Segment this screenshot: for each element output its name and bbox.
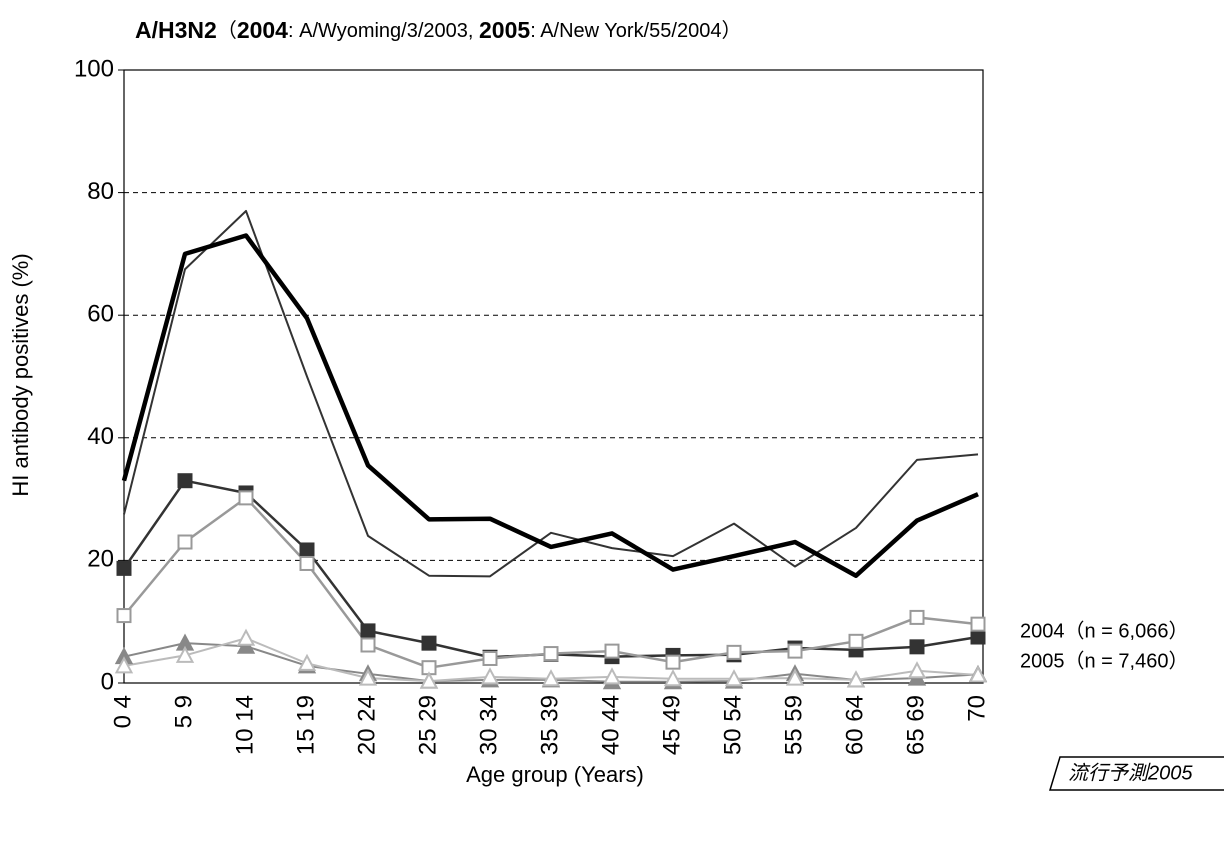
stamp: 流行予測2005 bbox=[1068, 762, 1193, 784]
marker bbox=[175, 645, 195, 663]
marker bbox=[909, 639, 925, 655]
marker bbox=[480, 667, 500, 685]
plot-area bbox=[123, 69, 984, 684]
marker bbox=[970, 616, 986, 632]
marker bbox=[177, 473, 193, 489]
y-axis-label: HI antibody positives (%) bbox=[8, 253, 33, 496]
chart-title: A/H3N2（2004: A/Wyoming/3/2003, 2005: A/N… bbox=[135, 17, 741, 43]
marker bbox=[116, 608, 132, 624]
y-tick-label: 20 bbox=[87, 546, 114, 573]
marker bbox=[846, 670, 866, 688]
x-tick-label: 65 69 bbox=[902, 695, 929, 755]
y-tick-label: 0 bbox=[101, 668, 114, 695]
title-part: 2004 bbox=[237, 17, 288, 43]
marker bbox=[848, 633, 864, 649]
marker bbox=[909, 609, 925, 625]
x-tick-label: 60 64 bbox=[841, 695, 868, 755]
title-part: A/H3N2 bbox=[135, 17, 217, 43]
marker bbox=[238, 490, 254, 506]
series-line bbox=[121, 233, 979, 578]
x-tick-label: 15 19 bbox=[292, 695, 319, 755]
x-tick-label: 50 54 bbox=[719, 695, 746, 755]
marker bbox=[116, 560, 132, 576]
marker bbox=[360, 623, 376, 639]
annotation: 2004（n = 6,066） bbox=[1020, 619, 1188, 642]
x-tick-label: 25 29 bbox=[414, 695, 441, 755]
marker bbox=[604, 643, 620, 659]
marker bbox=[543, 646, 559, 662]
marker bbox=[114, 656, 134, 674]
title-part: 2005 bbox=[479, 17, 530, 43]
marker bbox=[665, 654, 681, 670]
marker bbox=[785, 668, 805, 686]
marker bbox=[358, 668, 378, 686]
marker bbox=[177, 534, 193, 550]
marker bbox=[299, 555, 315, 571]
title-part: : A/New York/55/2004 bbox=[530, 20, 721, 42]
marker bbox=[724, 669, 744, 687]
marker bbox=[663, 669, 683, 687]
marker bbox=[602, 667, 622, 685]
x-tick-label: 5 9 bbox=[170, 695, 197, 728]
y-tick-label: 40 bbox=[87, 423, 114, 450]
x-tick-label: 55 59 bbox=[780, 695, 807, 755]
y-tick-label: 60 bbox=[87, 301, 114, 328]
marker bbox=[968, 665, 988, 683]
stamp-frame bbox=[1048, 756, 1224, 791]
series-line bbox=[123, 209, 979, 578]
marker bbox=[541, 669, 561, 687]
marker bbox=[236, 628, 256, 646]
title-part: : A/Wyoming/3/2003, bbox=[288, 20, 479, 42]
x-tick-label: 35 39 bbox=[536, 695, 563, 755]
x-tick-label: 70 bbox=[963, 695, 990, 722]
marker bbox=[421, 635, 437, 651]
marker bbox=[297, 653, 317, 671]
x-tick-label: 20 24 bbox=[353, 695, 380, 755]
title-part: ） bbox=[721, 19, 741, 42]
marker bbox=[482, 650, 498, 666]
marker bbox=[970, 629, 986, 645]
x-tick-label: 10 14 bbox=[231, 695, 258, 755]
x-axis-label: Age group (Years) bbox=[466, 762, 644, 787]
marker bbox=[360, 637, 376, 653]
y-tick-label: 100 bbox=[74, 55, 114, 82]
marker bbox=[726, 644, 742, 660]
x-tick-label: 30 34 bbox=[475, 695, 502, 755]
x-tick-label: 40 44 bbox=[597, 695, 624, 755]
y-tick-label: 80 bbox=[87, 178, 114, 205]
marker bbox=[907, 661, 927, 679]
marker bbox=[419, 671, 439, 689]
title-part: （ bbox=[217, 19, 237, 42]
x-tick-label: 45 49 bbox=[658, 695, 685, 755]
annotation: 2005（n = 7,460） bbox=[1020, 649, 1188, 672]
x-tick-label: 0 4 bbox=[109, 695, 136, 728]
marker bbox=[787, 643, 803, 659]
marker bbox=[299, 542, 315, 558]
series-line bbox=[122, 479, 979, 659]
